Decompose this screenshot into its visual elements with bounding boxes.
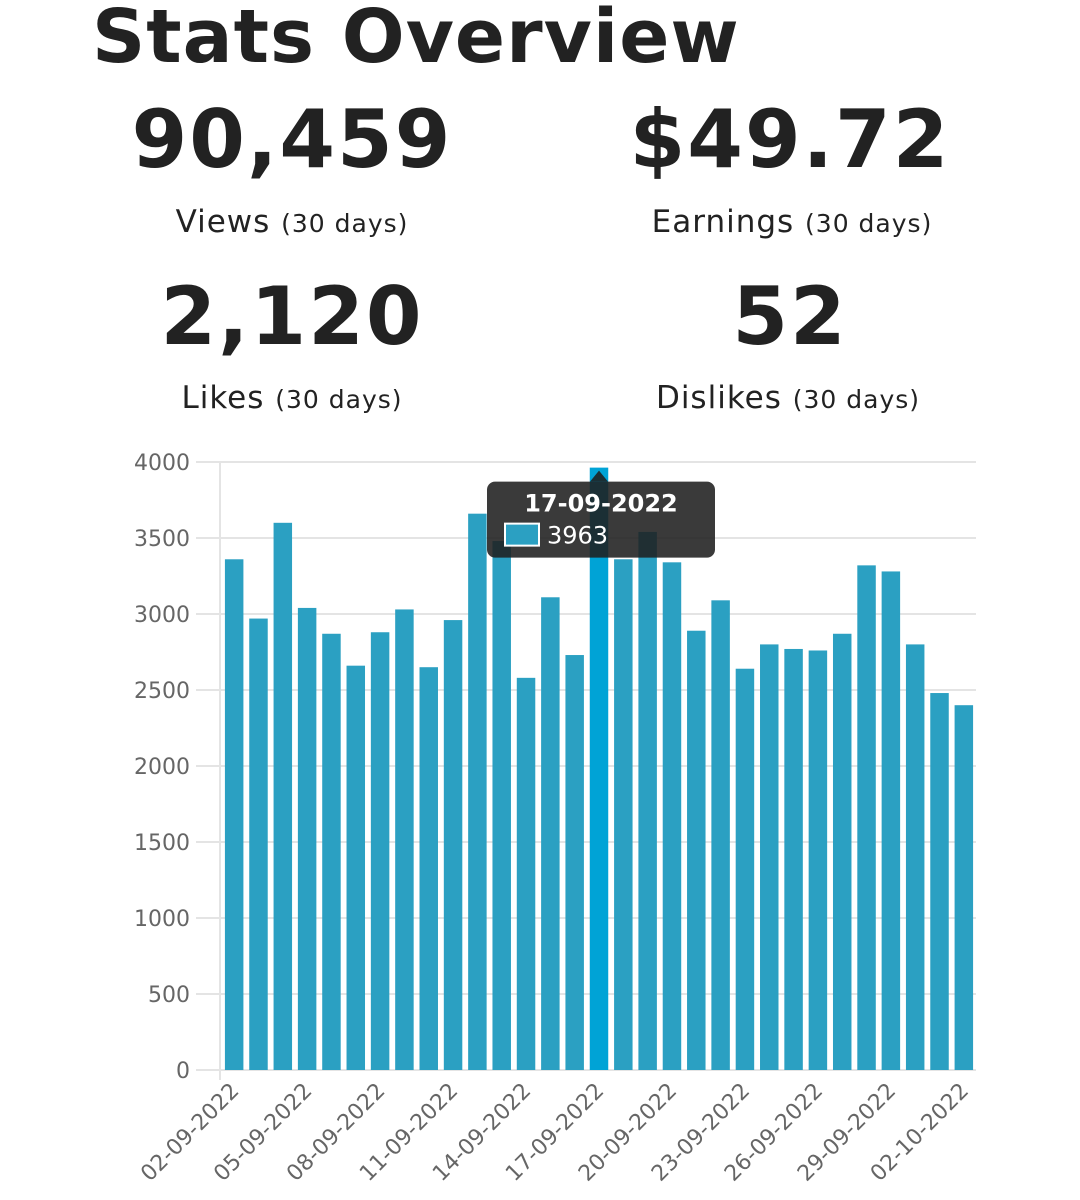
likes-label-text: Likes (181, 380, 265, 416)
dislikes-label: Dislikes (30 days) (518, 378, 1058, 420)
y-tick-label: 3000 (134, 603, 190, 628)
bar-02-10-2022[interactable] (954, 705, 974, 1070)
bar-03-09-2022[interactable] (249, 618, 268, 1070)
y-tick-label: 1000 (134, 907, 190, 932)
views-value: 90,459 (131, 93, 453, 186)
y-tick-label: 500 (148, 983, 190, 1008)
earnings-label: Earnings (30 days) (522, 202, 1062, 244)
bar-02-09-2022[interactable] (224, 559, 244, 1070)
dislikes-period: (30 days) (792, 385, 921, 414)
bar-25-09-2022[interactable] (784, 648, 803, 1070)
bar-10-09-2022[interactable] (419, 667, 438, 1070)
likes-period: (30 days) (275, 385, 403, 414)
tooltip-box (487, 481, 715, 558)
bar-30-09-2022[interactable] (905, 644, 925, 1070)
page-title: Stats Overview (92, 0, 740, 80)
bar-06-09-2022[interactable] (322, 633, 341, 1070)
views-label-text: Views (175, 204, 271, 240)
bar-18-09-2022[interactable] (614, 559, 633, 1070)
bar-14-09-2022[interactable] (516, 677, 536, 1070)
bar-24-09-2022[interactable] (760, 644, 779, 1070)
bar-29-09-2022[interactable] (881, 571, 901, 1070)
bar-19-09-2022[interactable] (638, 531, 657, 1070)
y-tick-label: 3500 (134, 527, 190, 552)
y-tick-label: 0 (176, 1059, 190, 1084)
dislikes-label-text: Dislikes (655, 380, 782, 416)
views-bar-chart: 0 500 1000 1500 2000 2500 3000 3500 4000 02-09-2… (134, 451, 976, 1187)
tooltip-swatch (504, 522, 540, 547)
likes-value: 2,120 (160, 270, 424, 363)
earnings-period: (30 days) (805, 209, 933, 238)
tooltip-caret (590, 470, 608, 482)
y-tick-label: 2500 (134, 679, 190, 704)
tooltip-value: 3963 (547, 522, 608, 550)
bar-05-09-2022[interactable] (297, 607, 317, 1070)
bar-12-09-2022[interactable] (468, 513, 487, 1070)
bar-08-09-2022[interactable] (370, 632, 390, 1070)
bar-09-09-2022[interactable] (395, 609, 414, 1070)
bar-22-09-2022[interactable] (711, 600, 730, 1070)
earnings-value: $49.72 (629, 93, 951, 186)
dislikes-value: 52 (732, 270, 848, 363)
bars[interactable] (224, 467, 974, 1070)
likes-label: Likes (30 days) (22, 378, 562, 420)
bar-26-09-2022[interactable] (808, 650, 828, 1070)
bar-28-09-2022[interactable] (857, 565, 876, 1070)
y-tick-label: 4000 (134, 451, 190, 476)
bar-20-09-2022[interactable] (662, 562, 682, 1070)
bar-04-09-2022[interactable] (273, 522, 293, 1070)
y-tick-label: 2000 (134, 755, 190, 780)
y-tick-label: 1500 (134, 831, 190, 856)
earnings-label-text: Earnings (651, 204, 795, 240)
bar-13-09-2022[interactable] (492, 541, 511, 1070)
chart-tooltip: 17-09-2022 3963 (487, 470, 715, 558)
y-tick-labels: 0 500 1000 1500 2000 2500 3000 3500 4000 (134, 451, 190, 1084)
bar-21-09-2022[interactable] (687, 630, 706, 1070)
bar-23-09-2022[interactable] (735, 668, 755, 1070)
bar-01-10-2022[interactable] (930, 693, 949, 1070)
bar-17-09-2022[interactable] (589, 467, 609, 1070)
bar-15-09-2022[interactable] (541, 597, 560, 1070)
views-period: (30 days) (281, 209, 409, 238)
tooltip-title: 17-09-2022 (524, 490, 678, 518)
bar-11-09-2022[interactable] (443, 620, 463, 1070)
views-label: Views (30 days) (22, 202, 562, 244)
x-tick-labels: 02-09-202205-09-202208-09-202211-09-2022… (136, 1079, 974, 1187)
bar-27-09-2022[interactable] (832, 633, 852, 1070)
bar-07-09-2022[interactable] (346, 665, 366, 1070)
bar-16-09-2022[interactable] (565, 655, 584, 1070)
